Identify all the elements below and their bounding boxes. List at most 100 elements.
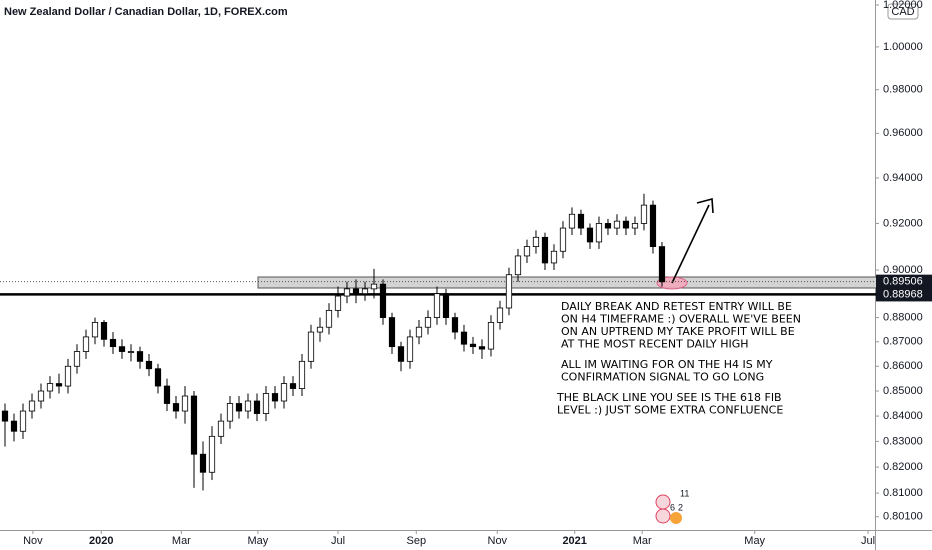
candle-body [163,385,171,404]
annotation: CONFIRMATION SIGNAL TO GO LONG [561,371,764,384]
x-tick-label: Mar [172,535,191,547]
candle-body [208,435,216,473]
candle-body [622,220,630,229]
candle-body [28,400,36,412]
candle-body [595,223,603,243]
candle-body [118,346,126,352]
candle-body [271,393,279,402]
candle-body [199,453,207,473]
candle-body [388,317,396,348]
candle-body [325,309,333,328]
candle-body [91,321,99,338]
candle-body [424,317,432,328]
x-tick-label: Sep [406,535,426,547]
annotation: LEVEL :) JUST SOME EXTRA CONFLUENCE [557,404,783,417]
x-tick-label: May [248,535,269,547]
x-tick-label: Nov [23,535,43,547]
candle-body [460,331,468,345]
candle-body [235,403,243,412]
candle-body [343,288,351,297]
candle-body [352,288,360,295]
candle-body [145,360,153,370]
price-tag [876,274,932,289]
retest-zone [257,276,932,289]
candle-body [586,227,594,243]
candle-body [100,321,108,340]
annotation: ON AN UPTREND MY TAKE PROFIT WILL BE [561,325,795,338]
annotation: DAILY BREAK AND RETEST ENTRY WILL BE [561,300,792,313]
y-tick-label: 0.94000 [883,172,923,184]
candle-body [370,283,378,290]
candle-body [127,351,135,353]
candle-body [505,274,513,309]
y-tick-label: 1.00000 [883,41,923,53]
price-tag-label: 0.88968 [883,288,923,300]
y-tick-label: 1.02000 [883,0,923,11]
candle-body [577,213,585,229]
candle-body [253,400,261,414]
candle-body [280,383,288,402]
candle-body [217,420,225,437]
annotation: ALL IM WAITING FOR ON THE H4 IS MY [561,358,773,371]
candle-body [262,393,270,414]
candle-body [289,383,297,389]
y-tick-label: 0.87000 [883,336,923,348]
candle-body [226,403,234,422]
y-tick-label: 0.98000 [883,84,923,96]
candle-body [19,410,27,432]
candle-body [10,420,18,432]
candle-body [181,395,189,412]
candle-body [568,213,576,229]
candle-body [487,321,495,350]
candle-body [613,220,621,229]
candle-body [469,343,477,348]
currency-box [887,3,919,20]
target-arrow-head [696,197,714,214]
candle-body [604,223,612,229]
target-arrow [671,204,710,284]
candle-body [649,204,657,247]
y-tick-label: 0.82000 [883,461,923,473]
chart-title: New Zealand Dollar / Canadian Dollar, 1D… [4,6,288,18]
annotation: AT THE MOST RECENT DAILY HIGH [561,338,749,351]
candle-body [316,326,324,333]
x-tick-label: 2020 [89,535,113,547]
badge: 11 [680,488,689,498]
candle-body [559,227,567,252]
y-tick-label: 0.85000 [883,385,923,397]
candle-body [532,236,540,247]
x-tick-label: Jul [861,535,875,547]
candle-body [334,295,342,311]
candle-body [658,246,666,283]
candle-body [541,236,549,264]
candle-body [496,307,504,323]
y-tick-label: 0.96000 [883,127,923,139]
candle-body [307,331,315,362]
candle-body [64,365,72,387]
y-tick-label: 0.92000 [883,217,923,229]
currency-label: CAD [891,6,914,18]
y-tick-label: 0.88000 [883,311,923,323]
candle-body [550,250,558,264]
candle-body [478,346,486,350]
price-tag-label: 0.89506 [883,276,923,288]
candle-body [154,368,162,387]
badge: 2 [678,502,683,512]
price-tag [876,287,932,302]
candle-body [37,390,45,402]
candle-body [514,255,522,276]
candle-body [109,338,117,348]
y-tick-label: 0.86000 [883,360,923,372]
annotation: ON H4 TIMEFRAME :) OVERALL WE'VE BEEN [561,313,801,326]
candle-body [46,383,54,392]
x-tick-label: Nov [488,535,508,547]
candle-body [451,317,459,333]
candle-body [190,395,198,455]
candle-body [1,410,9,422]
x-tick-label: Jul [331,535,345,547]
event-icon [655,494,671,510]
y-tick-label: 0.84000 [883,410,923,422]
y-tick-label: 0.81000 [883,487,923,499]
